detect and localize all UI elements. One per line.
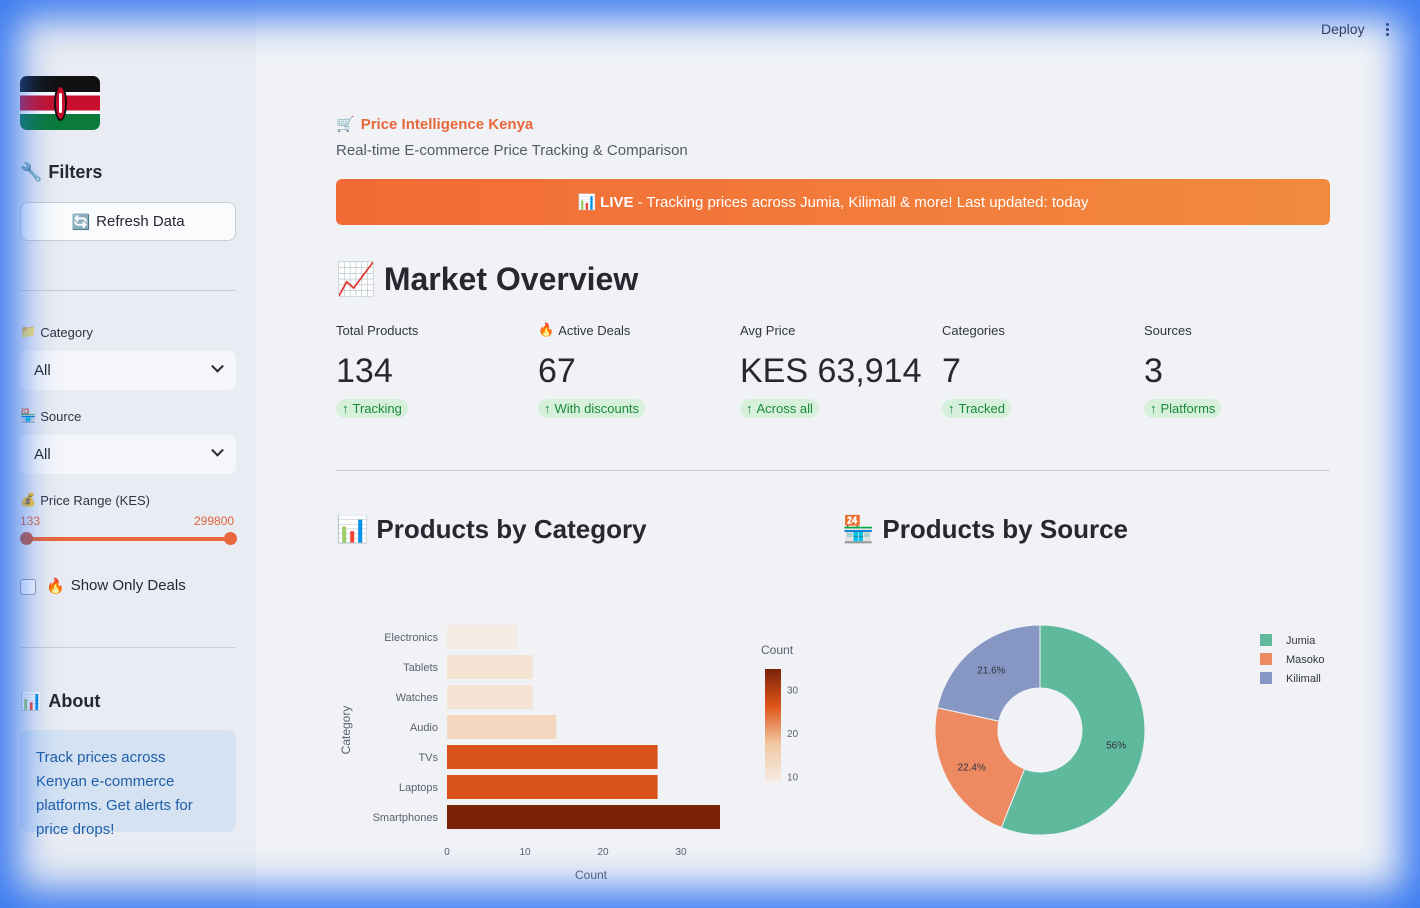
arrow-up-icon: ↑ <box>544 401 551 416</box>
refresh-icon: 🔄 <box>71 212 91 231</box>
slice-kilimall <box>936 624 1041 722</box>
legend-item: Masoko <box>1286 654 1325 666</box>
app-title: 🛒 Price Intelligence Kenya <box>336 115 534 133</box>
chart-increasing-icon: 📈 <box>336 260 376 298</box>
chevron-down-icon <box>211 359 224 373</box>
x-tick-label: 0 <box>444 847 450 858</box>
bar-chart-icon: 📊 <box>20 691 43 712</box>
legend-swatch <box>1260 634 1272 646</box>
price-range-max: 299800 <box>194 514 235 528</box>
category-tick-label: Tablets <box>403 662 438 674</box>
deploy-button[interactable]: Deploy <box>1321 21 1365 37</box>
source-donut-chart: 56% 22.4% 21.6% Jumia Masoko Kilimall <box>934 624 1325 836</box>
legend-swatch <box>1260 672 1272 684</box>
arrow-up-icon: ↑ <box>948 401 955 416</box>
metric-categories: Categories 7 ↑ Tracked <box>942 323 1132 418</box>
colorbar-title: Count <box>761 643 794 657</box>
refresh-data-button[interactable]: 🔄 Refresh Data <box>20 202 236 241</box>
bar-audio <box>447 715 557 739</box>
x-axis-title: Count <box>575 868 608 882</box>
kenya-flag-logo <box>20 76 100 130</box>
slice-jumia <box>1000 624 1146 836</box>
metric-sources: Sources 3 ↑ Platforms <box>1144 323 1334 418</box>
category-tick-label: Electronics <box>384 632 438 644</box>
colorbar-tick-label: 30 <box>787 686 799 697</box>
price-range-min-handle[interactable] <box>20 532 33 545</box>
filters-heading: 🔧 Filters <box>20 162 103 183</box>
category-bar-chart: Electronics Tablets Watches Audio TVs Laptops… <box>339 625 799 882</box>
bar-chart-icon: 📊 <box>577 193 597 211</box>
arrow-up-icon: ↑ <box>342 401 349 416</box>
wrench-icon: 🔧 <box>20 162 43 183</box>
source-label: 🏪 Source <box>20 409 82 424</box>
section-divider <box>336 470 1330 471</box>
category-tick-label: Laptops <box>399 782 439 794</box>
slice-label: 56% <box>1106 741 1126 752</box>
legend-item: Kilimall <box>1286 673 1321 685</box>
market-overview-heading: 📈 Market Overview <box>336 260 639 298</box>
main-menu-icon[interactable] <box>1386 23 1389 38</box>
bar-laptops <box>447 775 658 799</box>
colorbar-tick-label: 20 <box>787 729 799 740</box>
category-label: 📁 Category <box>20 325 93 340</box>
about-info-box: Track prices across Kenyan e-commerce pl… <box>20 730 236 838</box>
fire-icon: 🔥 <box>46 577 65 595</box>
bar-chart-icon: 📊 <box>336 514 369 545</box>
arrow-up-icon: ↑ <box>746 401 753 416</box>
price-range-max-handle[interactable] <box>224 532 237 545</box>
category-tick-label: TVs <box>418 752 438 764</box>
slice-masoko <box>934 707 1026 829</box>
y-axis-title: Category <box>339 706 353 755</box>
slice-label: 21.6% <box>977 666 1005 677</box>
source-select[interactable]: All <box>20 435 236 474</box>
sidebar: 🔧 Filters 🔄 Refresh Data 📁 Category All … <box>0 0 256 908</box>
show-only-deals-checkbox[interactable] <box>20 579 36 595</box>
app-subtitle: Real-time E-commerce Price Tracking & Co… <box>336 142 688 159</box>
legend-swatch <box>1260 653 1272 665</box>
about-heading: 📊 About <box>20 691 101 712</box>
category-select[interactable]: All <box>20 351 236 390</box>
chevron-down-icon <box>211 443 224 457</box>
category-tick-label: Smartphones <box>373 812 439 824</box>
live-banner: 📊 LIVE - Tracking prices across Jumia, K… <box>336 179 1330 225</box>
money-bag-icon: 💰 <box>20 493 37 508</box>
colorbar <box>765 669 781 782</box>
sidebar-divider <box>20 647 236 648</box>
store-icon: 🏪 <box>842 514 875 545</box>
metric-total-products: Total Products 134 ↑ Tracking <box>336 323 419 418</box>
arrow-up-icon: ↑ <box>1150 401 1157 416</box>
products-by-source-heading: 🏪 Products by Source <box>842 514 1128 545</box>
price-range-label: 💰 Price Range (KES) <box>20 493 151 508</box>
show-only-deals-label[interactable]: 🔥 Show Only Deals <box>46 577 186 595</box>
folder-icon: 📁 <box>20 325 37 340</box>
colorbar-tick-label: 10 <box>787 773 799 784</box>
x-tick-label: 10 <box>519 847 531 858</box>
bar-electronics <box>447 625 518 649</box>
price-range-track[interactable] <box>26 537 230 541</box>
bar-tablets <box>447 655 533 679</box>
metric-avg-price: Avg Price KES 63,914 ↑ Across all <box>740 323 922 418</box>
bar-smartphones <box>447 805 720 829</box>
legend-item: Jumia <box>1286 635 1316 647</box>
x-tick-label: 20 <box>597 847 609 858</box>
shopping-cart-icon: 🛒 <box>336 115 355 133</box>
store-icon: 🏪 <box>20 409 37 424</box>
bar-tvs <box>447 745 658 769</box>
products-by-category-heading: 📊 Products by Category <box>336 514 647 545</box>
price-range-min: 133 <box>20 514 41 528</box>
fire-icon: 🔥 <box>538 323 555 338</box>
category-tick-label: Audio <box>410 722 438 734</box>
x-tick-label: 30 <box>675 847 687 858</box>
bar-watches <box>447 685 533 709</box>
metric-active-deals: 🔥 Active Deals 67 ↑ With discounts <box>538 323 728 418</box>
sidebar-divider <box>20 290 236 291</box>
slice-label: 22.4% <box>957 762 985 773</box>
category-tick-label: Watches <box>396 692 439 704</box>
